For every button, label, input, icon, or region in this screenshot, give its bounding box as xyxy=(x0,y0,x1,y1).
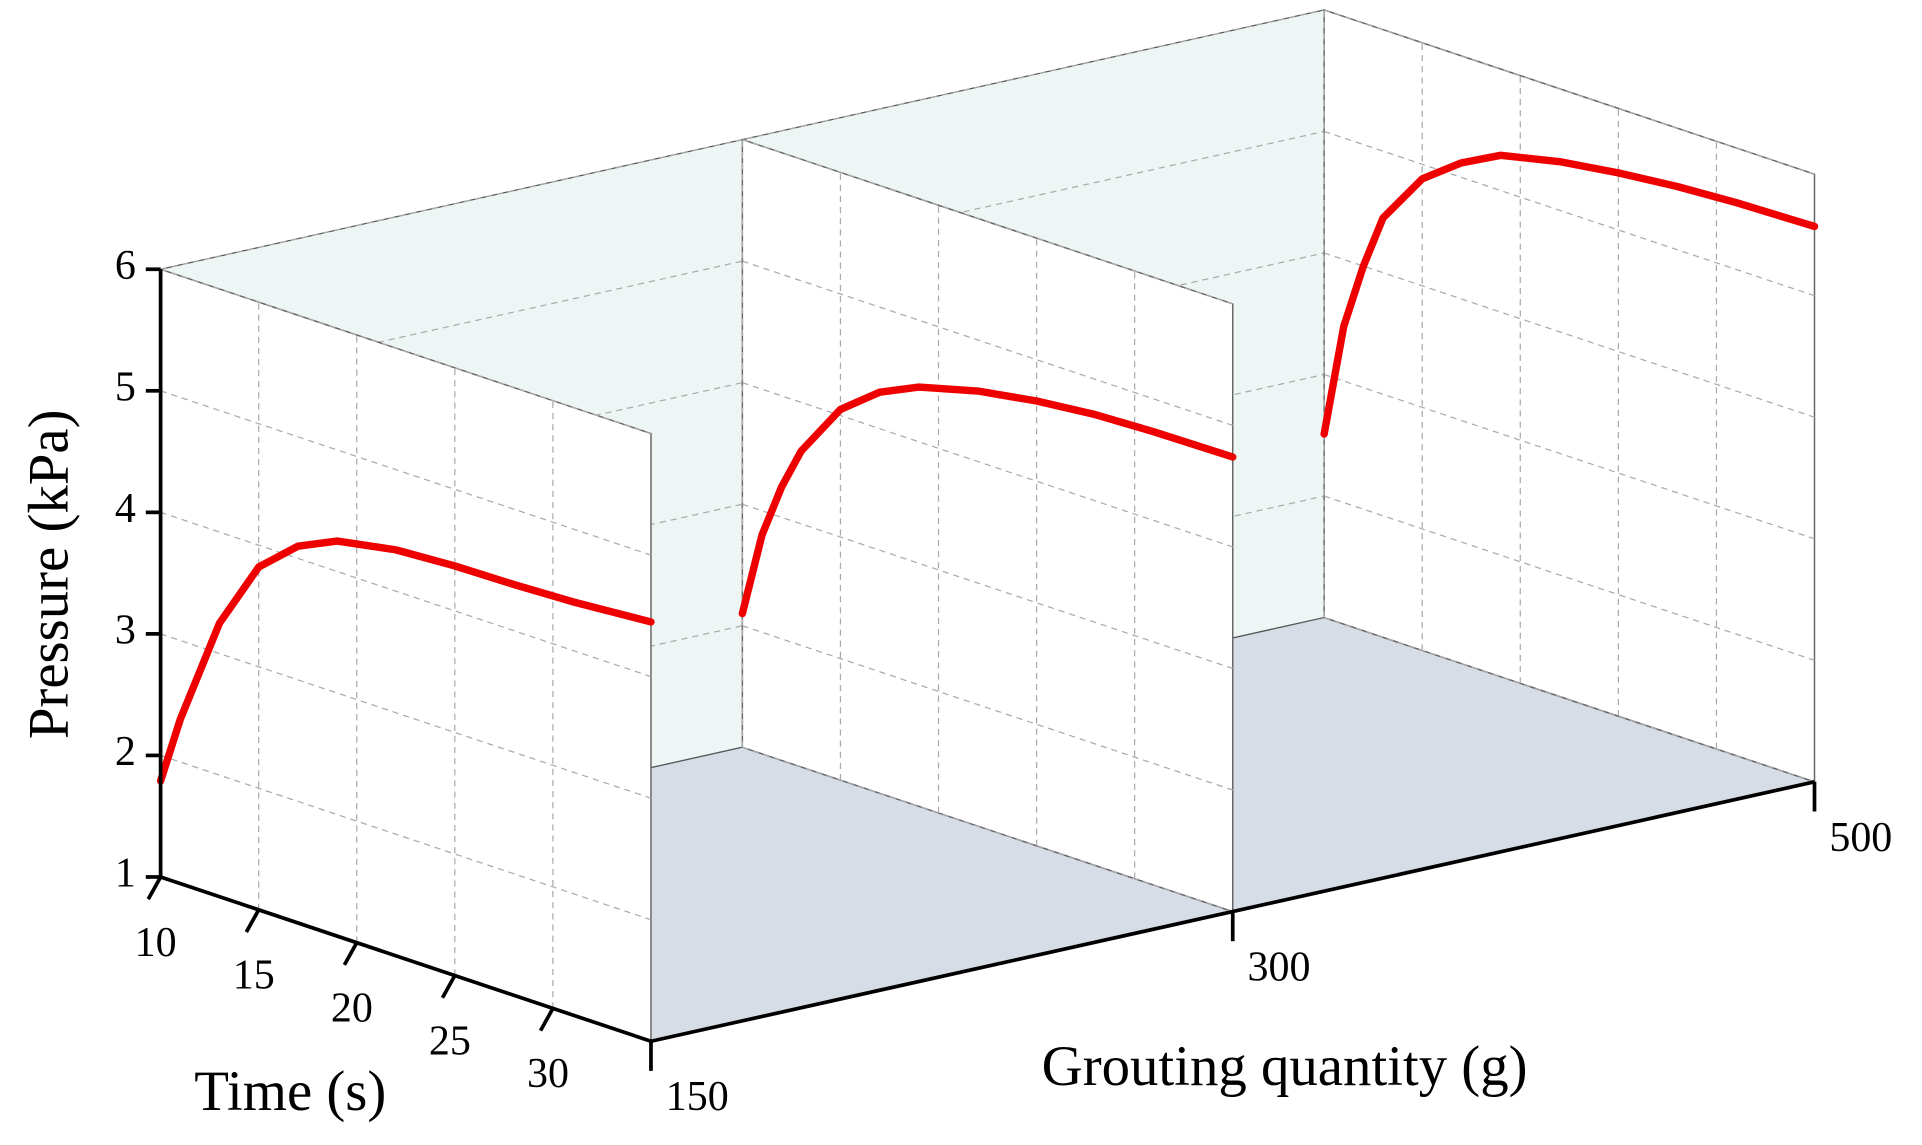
x-tick xyxy=(538,1007,555,1032)
x-tick-label: 25 xyxy=(429,1018,471,1064)
y-tick-label: 4 xyxy=(115,486,136,532)
grid-line xyxy=(160,754,652,921)
y-tick-label: 2 xyxy=(115,729,136,775)
x-tick xyxy=(244,908,261,933)
z-tick-label: 300 xyxy=(1248,944,1311,990)
grid-line xyxy=(742,382,1233,548)
line xyxy=(738,383,1237,618)
x-tick xyxy=(440,974,457,999)
grid-line xyxy=(1323,373,1815,540)
grid-line xyxy=(742,625,1233,791)
z-tick-label: 500 xyxy=(1829,815,1892,861)
x-tick-label: 10 xyxy=(135,920,177,966)
x-tick-label: 30 xyxy=(527,1051,569,1097)
grid-line xyxy=(1323,252,1815,418)
grid-line xyxy=(160,511,652,678)
y-tick-label: 6 xyxy=(115,243,136,289)
y-axis-title: Pressure (kPa) xyxy=(17,410,80,740)
grid-line xyxy=(1323,616,1815,783)
x-tick xyxy=(342,941,359,966)
x-axis xyxy=(160,875,652,1044)
grid-line xyxy=(160,268,652,435)
grid-line xyxy=(160,390,652,556)
z-axis-title: Grouting quantity (g) xyxy=(1042,1035,1528,1098)
y-tick-label: 5 xyxy=(115,364,136,410)
grid-line xyxy=(160,633,652,799)
x-tick-label: 15 xyxy=(233,953,275,999)
grid-line xyxy=(1323,9,1815,175)
grid-line xyxy=(1323,130,1815,297)
side-grid-line xyxy=(160,130,1325,392)
grid-line xyxy=(742,746,1233,913)
side-grid-line xyxy=(160,9,1325,270)
x-axis-title: Time (s) xyxy=(194,1060,386,1123)
x-tick-label: 20 xyxy=(331,985,373,1031)
z-tick-label: 150 xyxy=(666,1074,729,1120)
x-tick xyxy=(146,876,163,901)
plot-area xyxy=(145,8,1819,1071)
y-tick-label: 3 xyxy=(115,608,136,654)
grid-line xyxy=(742,138,1233,305)
line xyxy=(156,537,655,785)
y-tick-label: 1 xyxy=(115,851,136,897)
grid-line xyxy=(742,260,1233,426)
grid-line xyxy=(1323,495,1815,661)
line xyxy=(1320,151,1819,438)
grid-line xyxy=(742,503,1233,670)
